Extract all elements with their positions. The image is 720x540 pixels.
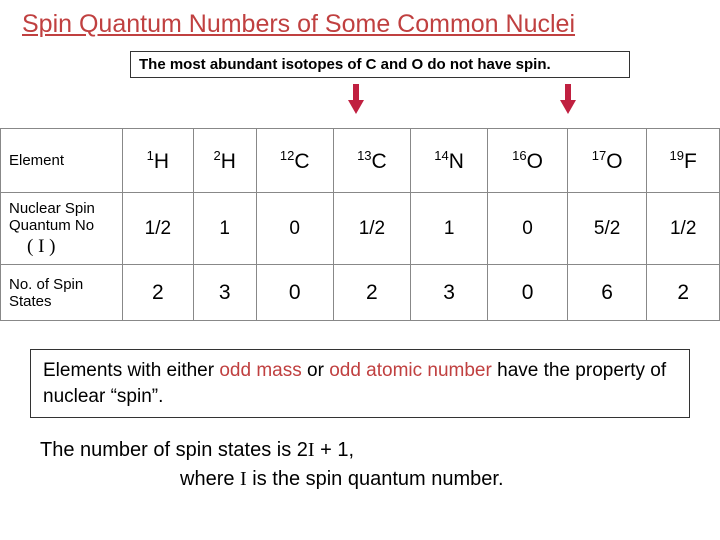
subtitle-box: The most abundant isotopes of C and O do… [130,51,630,78]
table-row: Nuclear Spin Quantum No ( I ) 1/2 1 0 1/… [1,193,720,265]
spin-no-cell: 5/2 [567,193,647,265]
isotope-table: Element 1H 2H 12C 13C 14N 16O 17O 19F Nu… [0,128,720,321]
spin-no-cell: 0 [256,193,333,265]
down-arrow-icon [348,84,364,114]
isotope-cell: 14N [411,129,488,193]
spin-states-cell: 3 [411,265,488,321]
row-label-spin-no: Nuclear Spin Quantum No ( I ) [1,193,123,265]
note-box: Elements with either odd mass or odd ato… [30,349,690,418]
highlight-odd-mass: odd mass [219,360,301,381]
spin-states-cell: 2 [333,265,410,321]
down-arrow-icon [560,84,576,114]
isotope-cell: 13C [333,129,410,193]
spin-states-cell: 2 [647,265,720,321]
spin-no-cell: 1/2 [647,193,720,265]
spin-no-cell: 1/2 [333,193,410,265]
highlight-odd-atomic: odd atomic number [329,360,492,381]
isotope-cell: 19F [647,129,720,193]
spin-no-cell: 1/2 [123,193,194,265]
bottom-text: The number of spin states is 2I + 1, whe… [40,436,690,494]
spin-no-cell: 1 [411,193,488,265]
spin-no-cell: 0 [488,193,568,265]
arrows-row [0,84,720,124]
spin-states-cell: 3 [193,265,256,321]
table-row: No. of Spin States 2 3 0 2 3 0 6 2 [1,265,720,321]
table-row: Element 1H 2H 12C 13C 14N 16O 17O 19F [1,129,720,193]
spin-no-cell: 1 [193,193,256,265]
row-label-spin-states: No. of Spin States [1,265,123,321]
isotope-cell: 1H [123,129,194,193]
isotope-cell: 16O [488,129,568,193]
isotope-cell: 2H [193,129,256,193]
isotope-cell: 12C [256,129,333,193]
row-label-element: Element [1,129,123,193]
isotope-cell: 17O [567,129,647,193]
spin-states-cell: 0 [488,265,568,321]
spin-states-cell: 6 [567,265,647,321]
page-title: Spin Quantum Numbers of Some Common Nucl… [0,0,720,39]
spin-states-cell: 0 [256,265,333,321]
spin-states-cell: 2 [123,265,194,321]
